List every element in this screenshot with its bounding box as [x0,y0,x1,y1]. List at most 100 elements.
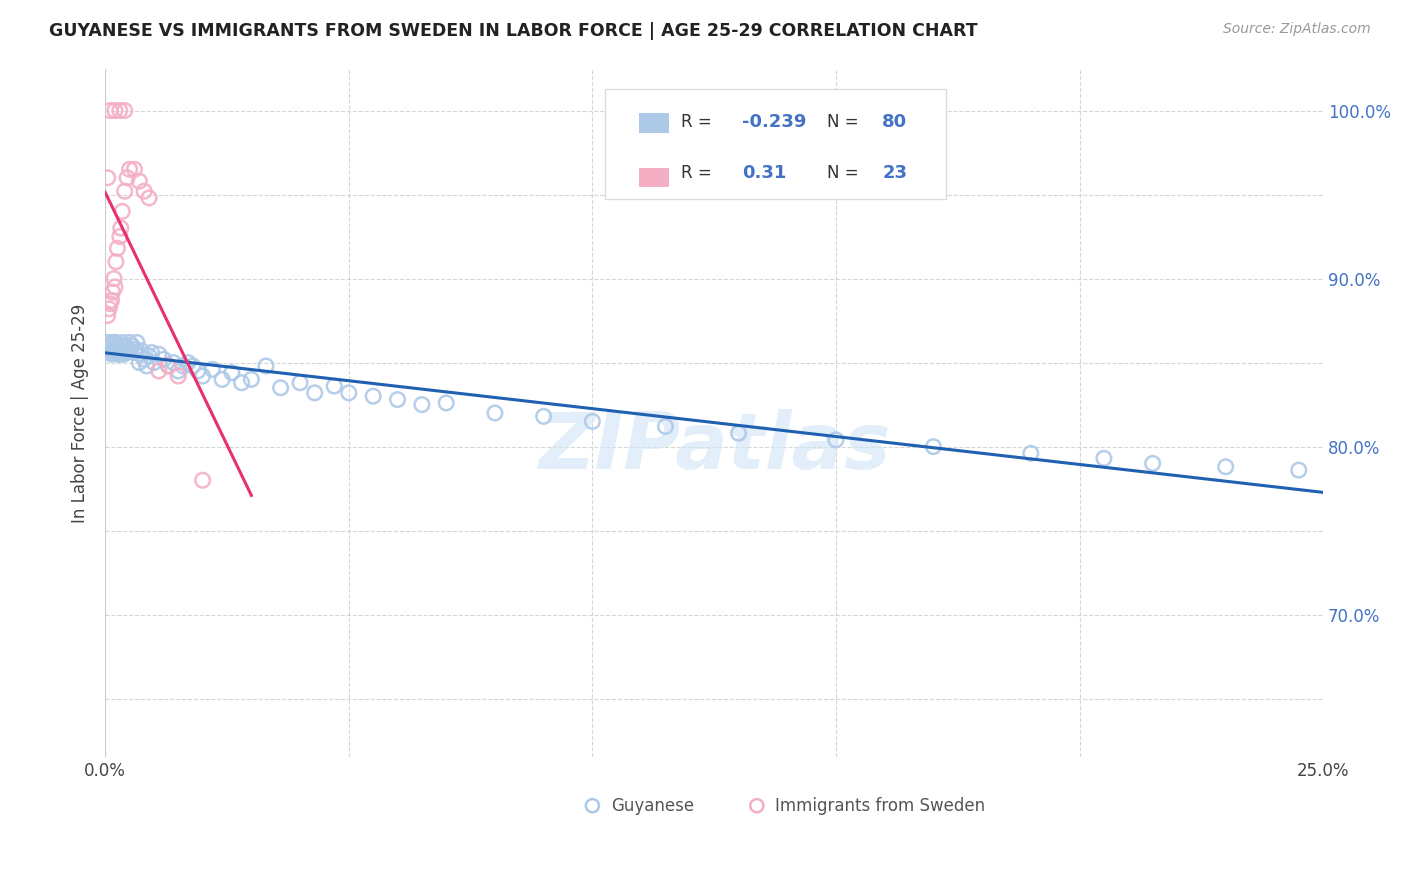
Point [98,339,121,353]
Point [124,342,146,356]
FancyBboxPatch shape [605,89,946,200]
Point [323,379,346,393]
Point [110,342,132,356]
Point [97,309,120,323]
Text: 80: 80 [882,112,907,130]
Point [128,174,150,188]
FancyBboxPatch shape [638,168,669,187]
Point [201,362,224,376]
Point [108,343,131,358]
Text: N =: N = [828,164,865,182]
Point [97,170,120,185]
Point [104,342,127,356]
Point [110,221,132,235]
Y-axis label: In Labor Force | Age 25-29: In Labor Force | Age 25-29 [72,303,89,523]
Point [120,343,142,358]
Point [167,364,190,378]
Point [101,335,124,350]
Point [167,369,190,384]
Point [1142,457,1164,471]
Point [111,335,134,350]
Point [98,342,121,356]
Point [148,347,170,361]
Point [411,398,433,412]
Point [105,347,128,361]
Point [115,345,138,359]
Point [138,349,160,363]
Point [142,355,165,369]
Point [825,433,848,447]
Point [114,103,136,118]
Text: Guyanese: Guyanese [610,797,693,814]
Point [187,364,209,378]
Point [100,293,122,308]
Point [112,347,135,361]
Point [103,339,125,353]
Point [138,191,160,205]
Point [111,339,134,353]
Point [177,355,200,369]
Point [100,343,122,358]
Point [105,241,128,255]
Point [97,335,120,350]
Point [1288,463,1310,477]
Point [104,280,127,294]
Point [111,204,134,219]
Point [104,103,127,118]
Point [104,345,127,359]
Point [181,359,204,373]
Point [533,409,555,424]
Point [121,339,143,353]
Point [98,103,121,118]
Point [484,406,506,420]
Point [114,184,136,198]
Point [304,385,326,400]
Point [254,359,277,373]
Point [162,355,184,369]
Point [117,342,139,356]
Text: R =: R = [682,164,717,182]
Point [114,339,136,353]
Point [240,372,263,386]
Point [361,389,384,403]
Point [434,396,457,410]
Point [98,301,121,316]
Point [101,342,124,356]
Point [103,271,125,285]
Point [134,184,156,198]
Point [131,343,153,358]
Text: Immigrants from Sweden: Immigrants from Sweden [775,797,986,814]
Point [221,366,243,380]
Point [654,419,676,434]
Point [727,426,749,441]
Point [148,364,170,378]
Point [118,335,141,350]
Point [141,345,163,359]
Point [135,359,157,373]
Point [108,229,131,244]
Point [152,352,174,367]
Point [108,103,131,118]
Point [1215,459,1237,474]
Point [387,392,409,407]
Text: N =: N = [828,112,865,130]
Text: 23: 23 [882,164,907,182]
Point [124,162,146,177]
Point [101,345,124,359]
Point [107,345,129,359]
Point [107,342,129,356]
Point [581,414,603,428]
Text: -0.239: -0.239 [742,112,807,130]
Point [125,335,148,350]
Text: GUYANESE VS IMMIGRANTS FROM SWEDEN IN LABOR FORCE | AGE 25-29 CORRELATION CHART: GUYANESE VS IMMIGRANTS FROM SWEDEN IN LA… [49,22,977,40]
Point [105,343,128,358]
Point [104,254,127,268]
FancyBboxPatch shape [638,113,669,133]
Point [108,339,131,353]
Point [172,359,194,373]
Point [100,347,122,361]
Point [101,285,124,299]
Text: Source: ZipAtlas.com: Source: ZipAtlas.com [1223,22,1371,37]
Point [157,359,180,373]
Point [128,355,150,369]
